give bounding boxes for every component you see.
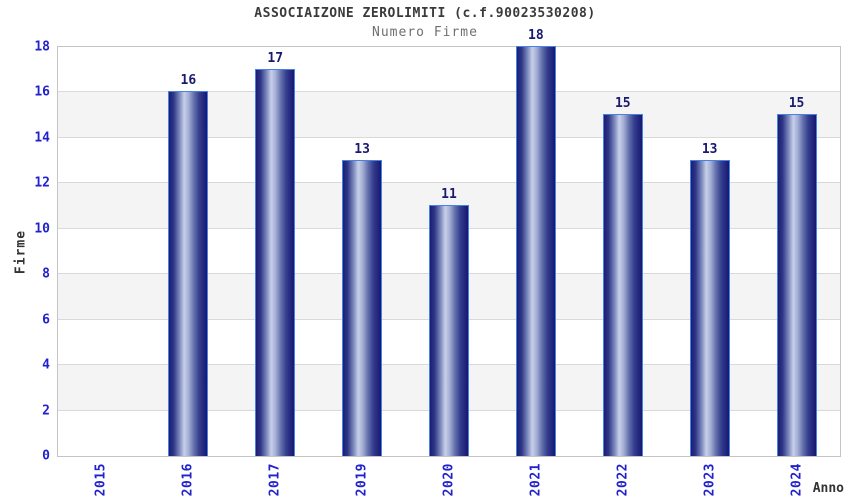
bar-2016 bbox=[168, 91, 209, 456]
bar-2020 bbox=[429, 205, 469, 456]
plot-area: 0 2 4 6 8 10 12 14 16 18 2015 16 2016 17 2017 13 2019 11 2… bbox=[34, 28, 841, 496]
y-axis-title: Firme bbox=[14, 230, 29, 274]
chart-title: ASSOCIAIZONE ZEROLIMITI (c.f.90023530208… bbox=[254, 6, 596, 21]
gridline bbox=[58, 136, 840, 138]
y-tick-label: 14 bbox=[34, 130, 50, 146]
y-tick-label: 4 bbox=[42, 357, 50, 373]
x-tick-label-text: 2017 bbox=[267, 463, 283, 497]
bar-value-label: 15 bbox=[614, 96, 631, 112]
plot-band bbox=[58, 47, 840, 92]
x-tick-label-2020: 2020 bbox=[442, 463, 457, 496]
bar-2017 bbox=[255, 68, 296, 456]
bar-value-label: 17 bbox=[267, 50, 284, 66]
x-tick-label-2024: 2024 bbox=[789, 463, 804, 496]
x-tick-label-2019: 2019 bbox=[355, 463, 370, 496]
x-tick-label-text: 2020 bbox=[441, 463, 457, 497]
x-tick-label-text: 2022 bbox=[615, 463, 631, 497]
y-tick-label: 0 bbox=[42, 448, 50, 464]
bar-value-label: 13 bbox=[354, 141, 370, 157]
bar-2022 bbox=[602, 114, 643, 456]
x-tick-label-text: 2023 bbox=[702, 463, 718, 497]
bar-value-label: 16 bbox=[180, 73, 197, 89]
x-tick-label-text: 2016 bbox=[180, 463, 196, 497]
gridline bbox=[58, 182, 840, 184]
x-axis-title: Anno bbox=[812, 481, 844, 496]
x-tick-label-2015: 2015 bbox=[94, 463, 109, 496]
gridline bbox=[58, 91, 840, 93]
x-tick-label-2022: 2022 bbox=[615, 463, 630, 496]
x-tick-label-2023: 2023 bbox=[702, 463, 717, 496]
bar-value-label: 11 bbox=[441, 187, 457, 203]
x-tick-label-text: 2021 bbox=[528, 463, 544, 497]
bar-2024 bbox=[776, 114, 817, 456]
y-tick-label: 18 bbox=[34, 39, 50, 55]
y-tick-label: 6 bbox=[42, 312, 50, 328]
x-tick-label-text: 2019 bbox=[354, 463, 370, 497]
bar-2021 bbox=[515, 46, 556, 456]
chart-subtitle: Numero Firme bbox=[372, 25, 478, 40]
y-tick-label: 10 bbox=[34, 221, 50, 237]
y-tick-label: 16 bbox=[34, 84, 50, 100]
x-tick-label-text: 2024 bbox=[789, 463, 805, 497]
x-tick-label-2016: 2016 bbox=[181, 463, 196, 496]
bar-2019 bbox=[342, 159, 383, 456]
bar-value-label: 13 bbox=[701, 141, 718, 157]
bar-2023 bbox=[689, 159, 730, 456]
y-tick-label: 12 bbox=[34, 175, 50, 191]
bar-value-label: 15 bbox=[788, 96, 805, 112]
bar-value-label: 18 bbox=[528, 28, 544, 43]
x-tick-label-2021: 2021 bbox=[528, 463, 543, 496]
x-tick-label-text: 2015 bbox=[93, 463, 109, 497]
y-tick-label: 2 bbox=[42, 403, 50, 419]
y-tick-label: 8 bbox=[42, 266, 50, 282]
x-tick-label-2017: 2017 bbox=[268, 463, 283, 496]
y-axis-title-text: Firme bbox=[13, 229, 29, 275]
